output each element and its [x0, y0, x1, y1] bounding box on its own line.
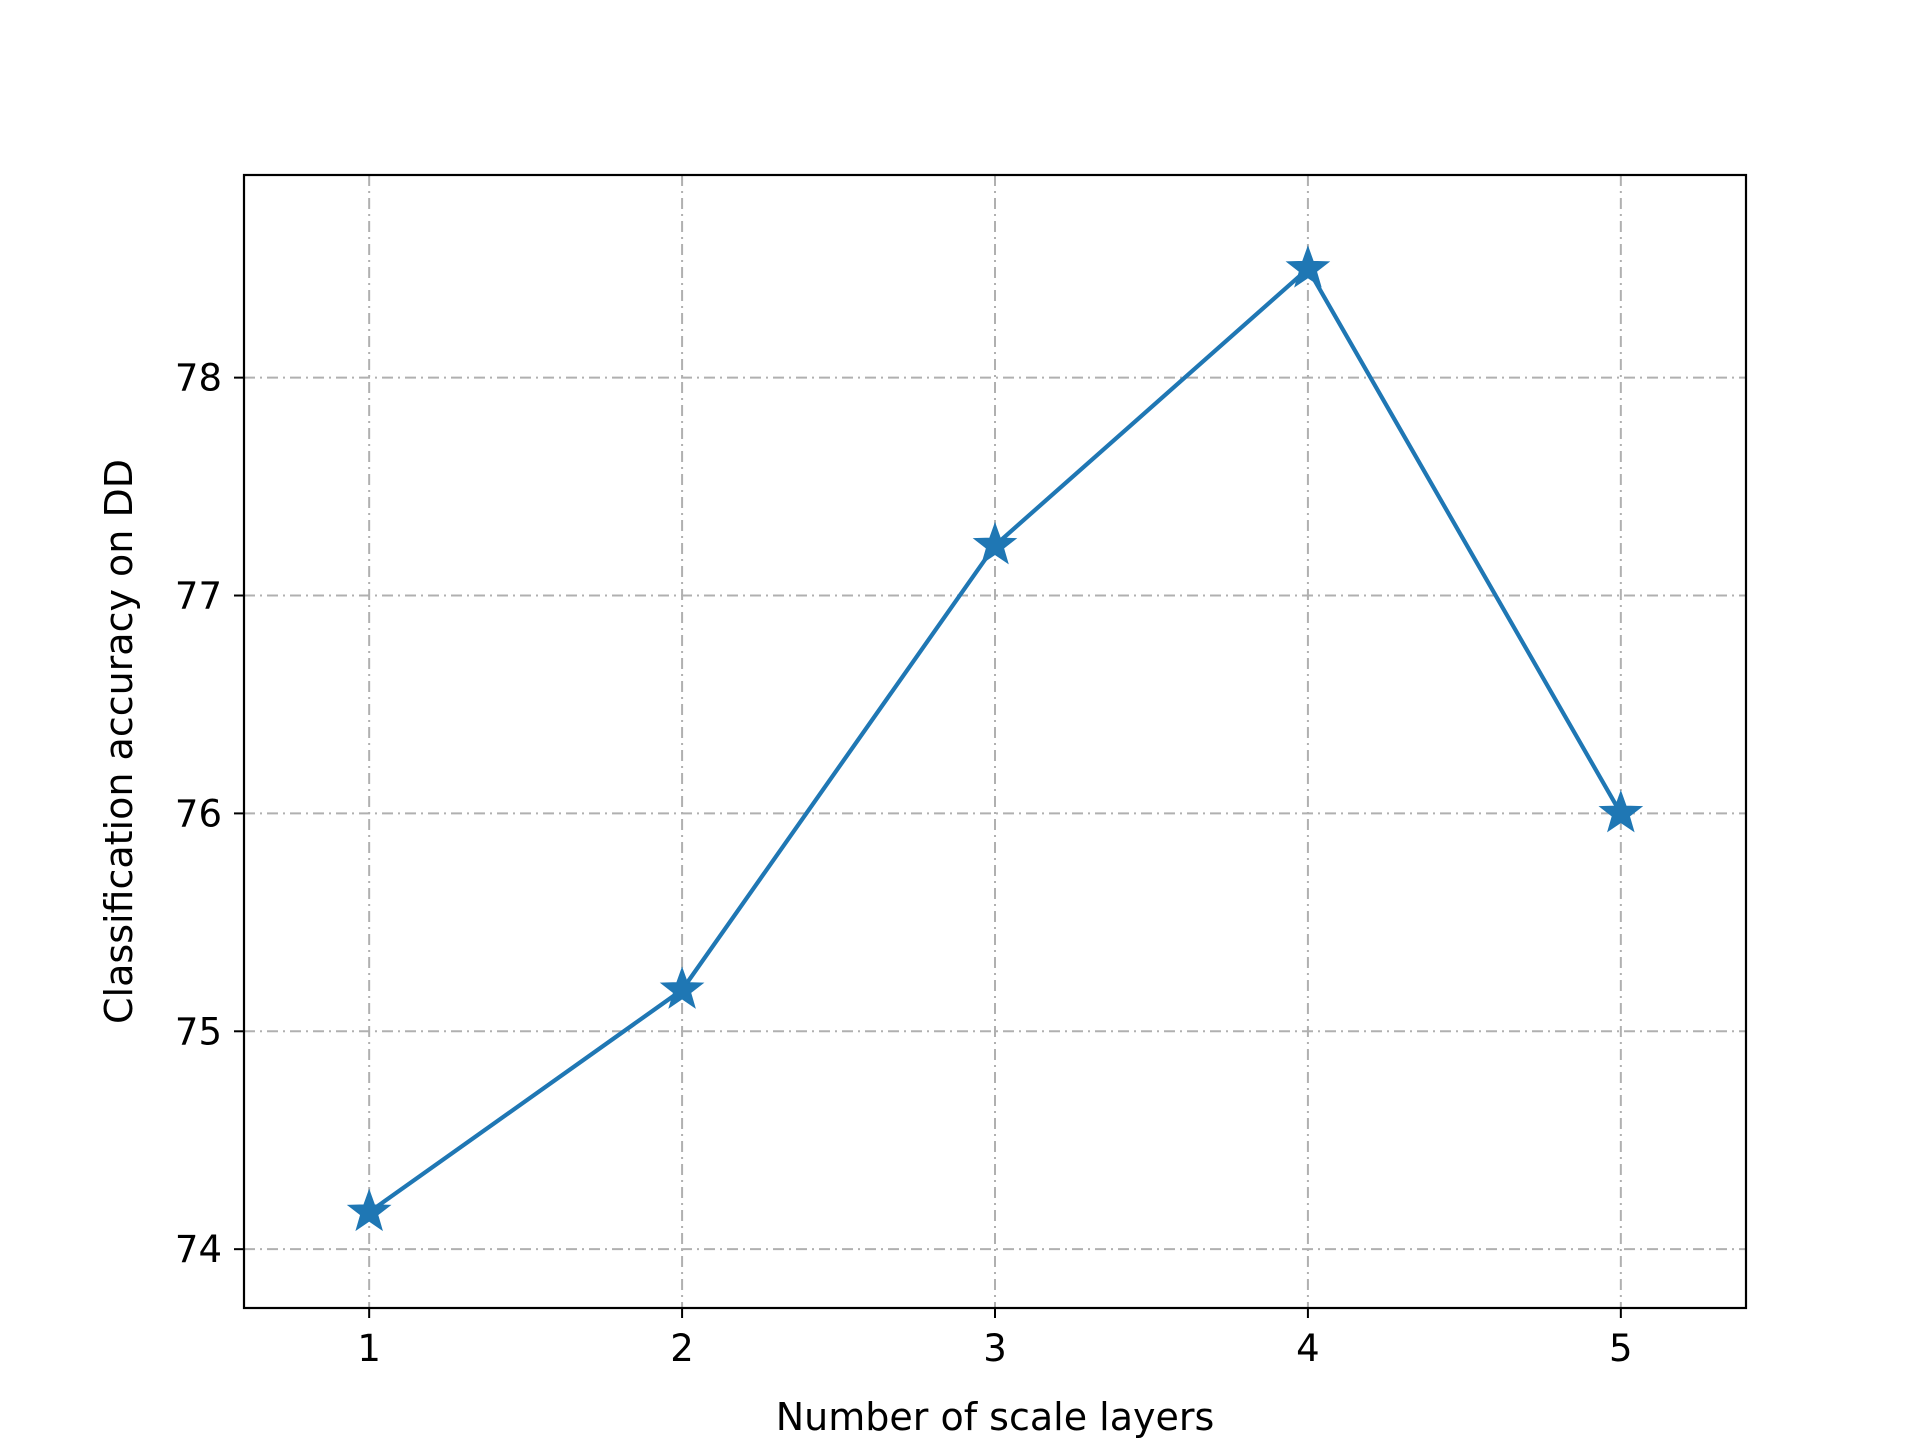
x-tick-label: 3	[983, 1327, 1007, 1370]
series-layer	[346, 245, 1644, 1232]
x-tick-label: 4	[1296, 1327, 1320, 1370]
data-point-marker	[1285, 245, 1331, 288]
data-point-marker	[1598, 789, 1644, 833]
ticks: 1 2 3 4 5 74 75 76 77 78	[175, 357, 1633, 1370]
data-point-marker	[346, 1188, 392, 1232]
data-point-marker	[972, 521, 1018, 565]
data-point-marker	[659, 966, 705, 1009]
y-tick-label: 76	[175, 792, 222, 835]
y-tick-label: 75	[175, 1010, 222, 1053]
y-tick-label: 77	[175, 575, 222, 618]
x-axis-label: Number of scale layers	[776, 1395, 1215, 1439]
x-tick-label: 5	[1609, 1327, 1633, 1370]
y-axis-label: Classification accuracy on DD	[97, 459, 141, 1024]
x-tick-label: 1	[357, 1327, 381, 1370]
grid	[244, 175, 1746, 1308]
y-tick-label: 78	[175, 357, 222, 400]
y-tick-label: 74	[175, 1228, 222, 1271]
x-tick-label: 2	[670, 1327, 694, 1370]
